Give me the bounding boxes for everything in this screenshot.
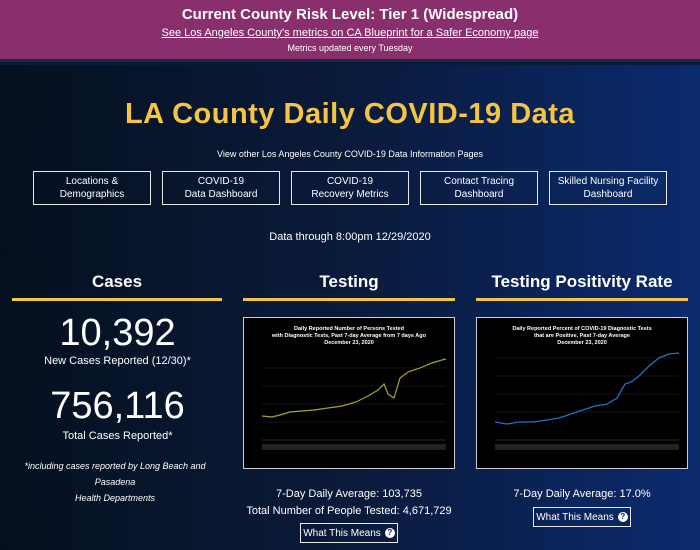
nav-label-line2: Demographics [59, 189, 125, 200]
data-through-date: Data through 8:00pm 12/29/2020 [269, 231, 431, 243]
cases-footnote: *including cases reported by Long Beach … [5, 458, 225, 506]
positivity-chart: Daily Reported Percent of COVID-19 Diagn… [476, 317, 688, 469]
chart-title-line: Daily Reported Percent of COVID-19 Diagn… [512, 326, 652, 332]
positivity-chart-plot [494, 352, 680, 450]
positivity-daily-average: 7-Day Daily Average: 17.0% [513, 488, 651, 500]
nav-label-line1: Locations & [65, 176, 119, 187]
testing-daily-average: 7-Day Daily Average: 103,735 [276, 488, 422, 500]
testing-divider [243, 298, 455, 301]
nav-label-line1: Skilled Nursing Facility [557, 176, 659, 187]
nav-label-line1: COVID-19 [197, 176, 245, 187]
risk-level-text: Current County Risk Level: Tier 1 (Wides… [181, 6, 519, 23]
total-cases-value: 756,116 [50, 385, 185, 427]
nav-locations-demographics-button[interactable]: Locations & Demographics [33, 171, 151, 205]
metrics-updated-note: Metrics updated every Tuesday [287, 43, 413, 53]
blueprint-link[interactable]: See Los Angeles County's metrics on CA B… [161, 27, 539, 39]
new-cases-label: New Cases Reported (12/30)* [44, 355, 191, 367]
chart-title-line: that are Positive, Past 7-day Average [534, 333, 630, 339]
nav-contact-tracing-button[interactable]: Contact Tracing Dashboard [420, 171, 538, 205]
total-cases-label: Total Cases Reported* [62, 430, 173, 442]
footnote-line2: Health Departments [74, 493, 156, 503]
nav-label-line2: Dashboard [583, 189, 633, 200]
nav-label-line2: Data Dashboard [184, 189, 258, 200]
positivity-heading: Testing Positivity Rate [491, 272, 673, 291]
testing-chart-plot [261, 358, 447, 450]
chart-title-line: December 23, 2020 [324, 340, 374, 346]
nav-data-dashboard-button[interactable]: COVID-19 Data Dashboard [162, 171, 280, 205]
page-subtitle: View other Los Angeles County COVID-19 D… [217, 149, 483, 159]
testing-series-line [261, 358, 447, 418]
chart-title-line: Daily Reported Number of Persons Tested [294, 326, 404, 332]
risk-banner: Current County Risk Level: Tier 1 (Wides… [0, 0, 700, 62]
testing-heading: Testing [319, 272, 379, 291]
positivity-chart-title: Daily Reported Percent of COVID-19 Diagn… [477, 326, 687, 347]
nav-label-line2: Dashboard [454, 189, 504, 200]
chart-title-line: with Diagnostic Tests, Past 7-day Averag… [272, 333, 426, 339]
footnote-line1: *including cases reported by Long Beach … [24, 461, 206, 487]
page-title: LA County Daily COVID-19 Data [124, 98, 576, 130]
testing-total-tested: Total Number of People Tested: 4,671,729 [246, 505, 452, 517]
question-circle-icon: ? [617, 512, 628, 522]
cases-heading: Cases [91, 272, 143, 291]
nav-skilled-nursing-button[interactable]: Skilled Nursing Facility Dashboard [549, 171, 667, 205]
new-cases-value: 10,392 [59, 312, 176, 354]
testing-what-this-means-button[interactable]: What This Means ? [300, 523, 398, 543]
positivity-what-this-means-button[interactable]: What This Means ? [533, 507, 631, 527]
nav-label-line1: COVID-19 [326, 176, 374, 187]
testing-chart: Daily Reported Number of Persons Tested … [243, 317, 455, 469]
question-circle-icon: ? [384, 528, 395, 538]
chart-title-line: December 23, 2020 [557, 340, 607, 346]
nav-label-line2: Recovery Metrics [311, 189, 389, 200]
nav-recovery-metrics-button[interactable]: COVID-19 Recovery Metrics [291, 171, 409, 205]
positivity-series-line [494, 352, 680, 425]
nav-label-line1: Contact Tracing [443, 176, 515, 187]
positivity-divider [476, 298, 688, 301]
what-this-means-label: What This Means [536, 511, 614, 523]
testing-chart-title: Daily Reported Number of Persons Tested … [244, 326, 454, 347]
main-content: LA County Daily COVID-19 Data View other… [0, 65, 700, 550]
what-this-means-label: What This Means [303, 527, 381, 539]
cases-divider [12, 298, 222, 301]
